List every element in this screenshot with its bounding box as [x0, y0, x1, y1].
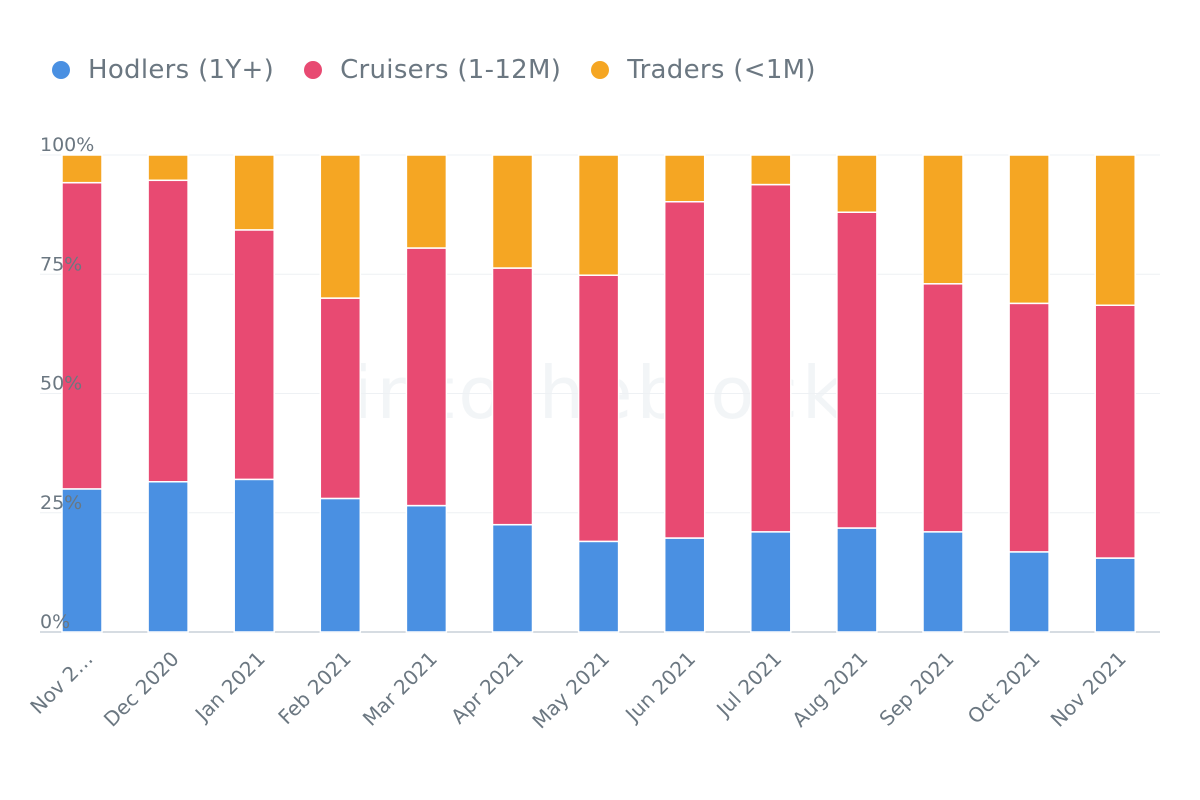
x-tick-label: Jan 2021 — [189, 647, 270, 728]
bar-segment-traders[interactable] — [61, 154, 103, 184]
bar-segment-cruisers[interactable] — [147, 179, 189, 483]
x-tick-label: Feb 2021 — [273, 647, 355, 729]
bar-segment-traders[interactable] — [491, 154, 534, 269]
legend-label-hodlers: Hodlers (1Y+) — [88, 55, 275, 85]
legend-marker-cruisers — [304, 61, 323, 79]
y-tick-label: 50% — [40, 373, 82, 395]
chart-legend: Hodlers (1Y+) Cruisers (1-12M) Traders (… — [52, 50, 816, 90]
bar-segment-hodlers[interactable] — [836, 527, 878, 633]
bar-segment-hodlers[interactable] — [1008, 551, 1050, 633]
bar-segment-cruisers[interactable] — [836, 211, 878, 529]
bar-segment-traders[interactable] — [577, 154, 620, 276]
bar-segment-cruisers[interactable] — [1008, 302, 1050, 553]
bar-segment-cruisers[interactable] — [61, 181, 103, 490]
bar-segment-cruisers[interactable] — [319, 297, 362, 500]
bars — [61, 154, 1136, 633]
bar-segment-traders[interactable] — [1008, 154, 1050, 305]
bar-segment-traders[interactable] — [1094, 154, 1136, 307]
bar-segment-traders[interactable] — [147, 154, 189, 182]
x-tick-label: Mar 2021 — [358, 647, 442, 731]
x-tick-label: Oct 2021 — [963, 647, 1045, 729]
legend-marker-traders — [591, 61, 610, 79]
bar-segment-hodlers[interactable] — [577, 540, 620, 633]
bar-segment-cruisers[interactable] — [405, 247, 448, 507]
legend-item-cruisers[interactable]: Cruisers (1-12M) — [304, 55, 561, 85]
bar-segment-hodlers[interactable] — [61, 488, 103, 633]
bar-segment-traders[interactable] — [663, 154, 706, 203]
x-tick-label: Dec 2020 — [99, 647, 184, 732]
bar-segment-cruisers[interactable] — [663, 200, 706, 539]
bar-segment-hodlers[interactable] — [491, 523, 534, 633]
bar-segment-hodlers[interactable] — [147, 480, 189, 633]
legend-label-cruisers: Cruisers (1-12M) — [340, 55, 562, 85]
bar-segment-cruisers[interactable] — [233, 229, 275, 481]
bar-segment-cruisers[interactable] — [491, 267, 534, 526]
bar-segment-cruisers[interactable] — [577, 274, 620, 543]
legend-item-hodlers[interactable]: Hodlers (1Y+) — [52, 55, 274, 85]
legend-label-traders: Traders (<1M) — [627, 55, 816, 85]
legend-marker-hodlers — [52, 61, 70, 79]
y-tick-label: 75% — [40, 253, 82, 275]
y-tick-label: 25% — [40, 492, 82, 514]
x-tick-label: Jul 2021 — [710, 647, 786, 723]
bar-segment-traders[interactable] — [750, 154, 792, 186]
bar-segment-hodlers[interactable] — [233, 478, 275, 633]
x-tick-label: Apr 2021 — [446, 647, 528, 729]
x-axis: Nov 2… Dec 2020 Jan 2021 Feb 2021 Mar 2021 Ap… — [25, 647, 1130, 734]
bar-segment-traders[interactable] — [233, 154, 275, 231]
legend-item-traders[interactable]: Traders (<1M) — [591, 55, 816, 85]
bar-segment-traders[interactable] — [405, 154, 448, 249]
bar-segment-hodlers[interactable] — [405, 504, 448, 633]
x-tick-label: Sep 2021 — [874, 647, 958, 731]
x-tick-label: Aug 2021 — [787, 647, 872, 732]
bar-segment-traders[interactable] — [319, 154, 362, 299]
x-tick-label: Nov 2021 — [1046, 647, 1131, 732]
bar-segment-cruisers[interactable] — [922, 283, 964, 533]
bar-segment-cruisers[interactable] — [750, 183, 792, 533]
x-tick-label: Jun 2021 — [619, 647, 700, 728]
x-tick-label: Nov 2… — [25, 647, 97, 719]
bar-segment-hodlers[interactable] — [1094, 557, 1136, 633]
y-tick-label: 0% — [40, 611, 70, 633]
y-tick-label: 100% — [40, 134, 94, 156]
bar-segment-traders[interactable] — [922, 154, 964, 285]
bar-segment-hodlers[interactable] — [922, 531, 964, 633]
x-tick-label: May 2021 — [527, 647, 614, 734]
bar-segment-hodlers[interactable] — [750, 531, 792, 633]
bar-segment-traders[interactable] — [836, 154, 878, 213]
y-axis: 0% 25% 50% 75% 100% — [40, 134, 94, 633]
bar-segment-hodlers[interactable] — [319, 497, 362, 633]
bar-segment-hodlers[interactable] — [663, 537, 706, 633]
bar-segment-cruisers[interactable] — [1094, 304, 1136, 559]
